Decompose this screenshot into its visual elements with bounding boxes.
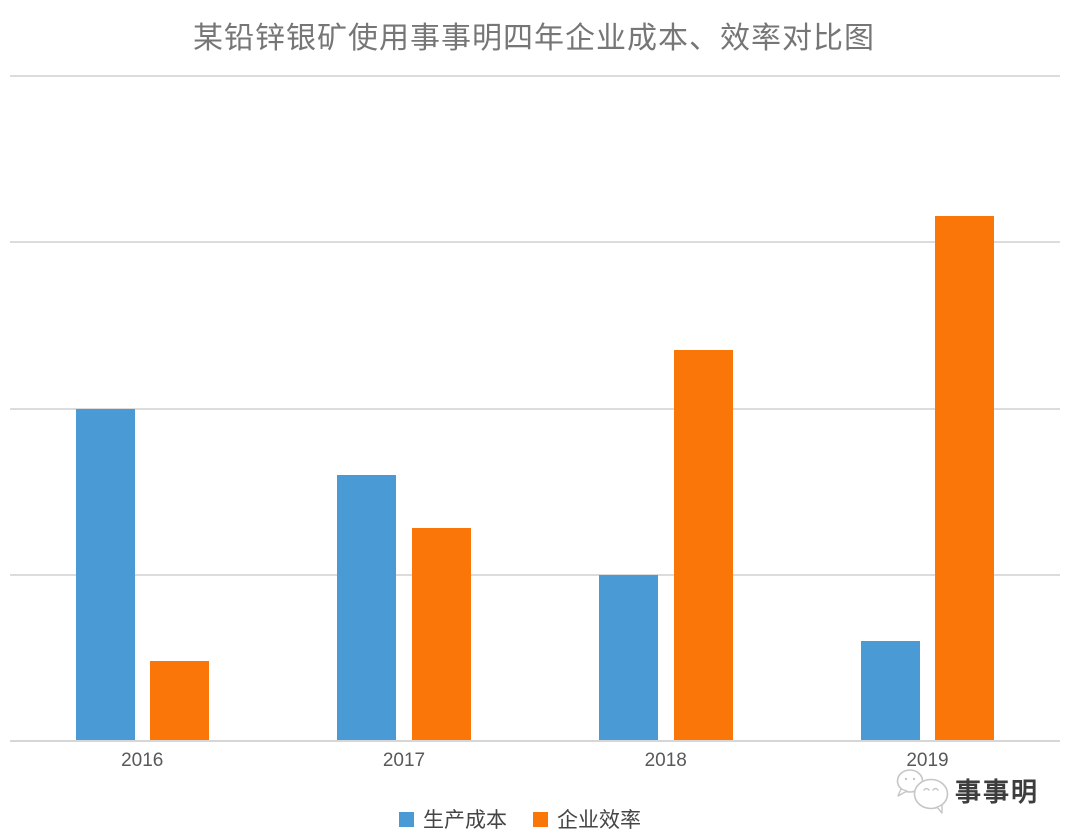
bar-企业效率-2017	[411, 528, 471, 741]
legend-label: 生产成本	[423, 808, 507, 832]
gridline	[10, 573, 1060, 576]
legend-item-生产成本: 生产成本	[399, 804, 507, 834]
bar-生产成本-2017	[337, 475, 397, 741]
x-tick-label-2019: 2019	[906, 750, 949, 771]
bar-生产成本-2018	[599, 574, 658, 741]
chart-legend: 生产成本 企业效率	[0, 804, 1040, 834]
gridline	[10, 407, 1060, 410]
bar-生产成本-2019	[860, 641, 920, 741]
legend-swatch	[399, 811, 414, 827]
x-tick-label-2016: 2016	[121, 750, 164, 771]
chat-bubbles-icon	[896, 769, 949, 814]
legend-swatch	[533, 811, 548, 827]
x-tick-label-2017: 2017	[382, 750, 426, 771]
bar-企业效率-2019	[935, 215, 995, 741]
bar-企业效率-2018	[673, 350, 733, 741]
gridline	[10, 75, 1060, 77]
gridline	[10, 241, 1060, 244]
bar-企业效率-2016	[150, 661, 209, 741]
watermark-text: 事事明	[955, 778, 1040, 807]
watermark: 事事明	[893, 762, 1063, 814]
bar-生产成本-2016	[75, 408, 135, 741]
legend-item-企业效率: 企业效率	[533, 804, 641, 834]
x-tick-label-2018: 2018	[644, 750, 687, 771]
x-axis-line	[10, 740, 1060, 742]
chart-title: 某铅锌银矿使用事事明四年企业成本、效率对比图	[193, 22, 875, 55]
legend-label: 企业效率	[557, 808, 641, 832]
